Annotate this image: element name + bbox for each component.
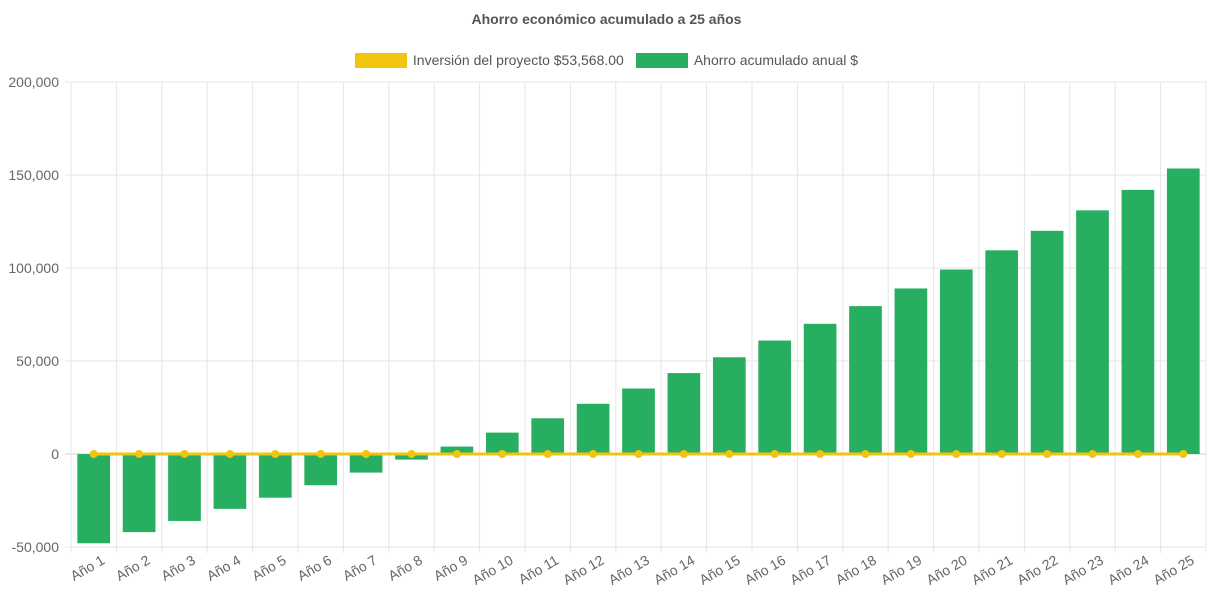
bar-savings [77,454,111,544]
x-tick-label: Año 17 [787,552,834,588]
point-investment [816,450,825,458]
point-investment [725,450,734,458]
point-investment [362,450,371,458]
point-investment [634,450,643,458]
x-tick-label: Año 1 [68,552,108,584]
x-tick-label: Año 14 [651,552,698,588]
bar-savings [1166,168,1200,455]
point-investment [1043,450,1052,458]
bar-savings [894,288,928,454]
point-investment [1179,450,1188,458]
x-tick-label: Año 3 [158,552,198,584]
bar-savings [1030,230,1064,454]
y-tick-label: 200,000 [8,74,59,90]
bar-savings [168,454,201,521]
x-tick-label: Año 9 [431,552,471,584]
y-tick-label: -50,000 [12,539,60,555]
y-tick-label: 100,000 [8,260,59,276]
legend-label-investment: Inversión del proyecto $53,568.00 [412,52,624,68]
point-investment [135,450,144,458]
bar-savings [985,250,1019,454]
x-tick-label: Año 11 [516,552,562,588]
x-tick-label: Año 2 [113,552,153,584]
point-investment [180,450,189,458]
bar-savings [304,454,338,486]
x-tick-label: Año 13 [606,552,653,588]
bar-savings [213,454,247,509]
x-tick-label: Año 7 [340,552,380,584]
x-tick-label: Año 23 [1060,552,1107,588]
bar-savings [758,340,792,454]
bar-savings [485,432,519,454]
point-investment [861,450,870,458]
legend-label-savings: Ahorro acumulado anual $ [693,52,859,68]
x-tick-label: Año 20 [923,552,970,588]
bar-savings [712,357,746,454]
bar-savings [939,269,973,454]
x-tick-label: Año 8 [385,552,425,584]
point-investment [906,450,915,458]
bar-savings [1076,210,1109,454]
x-tick-label: Año 4 [204,552,244,584]
point-investment [452,450,461,458]
point-investment [543,450,552,458]
y-tick-label: 50,000 [16,353,59,369]
bar-savings [576,403,610,454]
chart-legend: Inversión del proyecto $53,568.00 Ahorro… [0,52,1213,68]
bar-savings [849,306,882,454]
point-investment [271,450,280,458]
bar-savings [531,418,565,454]
x-tick-label: Año 21 [969,552,1016,588]
x-tick-label: Año 15 [696,552,743,588]
x-tick-label: Año 18 [833,552,880,588]
point-investment [89,450,98,458]
point-investment [679,450,688,458]
y-tick-label: 150,000 [8,167,59,183]
x-tick-label: Año 6 [295,552,335,584]
x-tick-label: Año 10 [469,552,516,588]
point-investment [498,450,507,458]
point-investment [770,450,779,458]
point-investment [589,450,598,458]
point-investment [316,450,325,458]
point-investment [1088,450,1097,458]
bar-savings [258,454,292,498]
bar-savings [667,373,701,454]
point-investment [952,450,961,458]
x-tick-label: Año 16 [742,552,789,588]
bar-savings [349,454,383,473]
x-tick-label: Año 24 [1105,552,1152,588]
y-tick-label: 0 [51,446,59,462]
x-tick-label: Año 19 [878,552,925,588]
x-tick-label: Año 5 [249,552,289,584]
legend-item-investment[interactable]: Inversión del proyecto $53,568.00 [354,52,624,68]
point-investment [1133,450,1142,458]
point-investment [407,450,416,458]
bar-savings [122,454,156,533]
x-tick-label: Año 22 [1014,552,1061,588]
x-tick-label: Año 25 [1150,552,1197,588]
point-investment [225,450,234,458]
point-investment [997,450,1006,458]
bar-savings [622,388,655,454]
legend-item-savings[interactable]: Ahorro acumulado anual $ [635,52,859,68]
bar-savings [1121,189,1155,454]
chart-title: Ahorro económico acumulado a 25 años [471,11,742,27]
x-tick-label: Año 12 [560,552,607,588]
legend-swatch-investment [354,52,407,68]
legend-swatch-savings [635,52,688,68]
bar-savings [803,323,837,454]
